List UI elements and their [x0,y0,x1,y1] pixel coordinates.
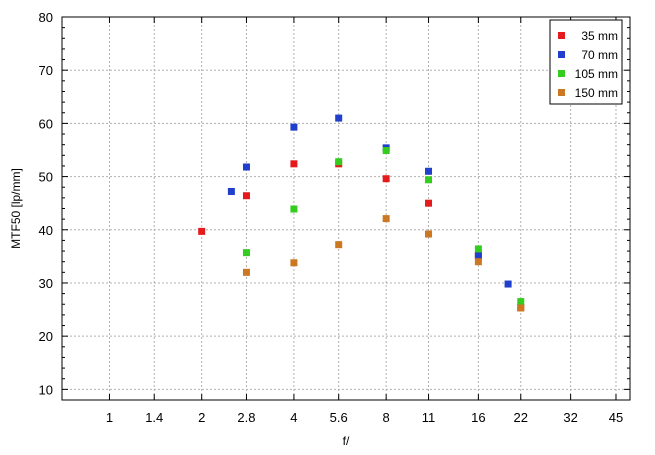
data-point [242,249,250,257]
legend-swatch [558,51,565,58]
minor-ticks [62,16,630,400]
data-point [290,259,298,267]
legend-label: 105 mm [575,67,618,81]
y-axis-title: MTF50 [lp/mm] [9,168,23,249]
legend-label: 35 mm [581,29,618,43]
legend-label: 70 mm [581,48,618,62]
data-points [198,114,525,312]
plot-frame [61,16,631,401]
data-point [290,123,298,131]
x-tick-label: 22 [514,410,528,425]
data-point [242,268,250,276]
data-point [290,160,298,168]
series-0 [198,160,525,311]
series-2 [242,147,525,306]
y-tick-label: 50 [39,170,53,185]
data-point [382,215,390,223]
data-point [474,258,482,266]
data-point [242,163,250,171]
x-tick-label: 5.6 [330,410,348,425]
data-point [382,175,390,183]
x-tick-label: 4 [290,410,297,425]
data-point [425,199,433,207]
x-tick-label: 8 [383,410,390,425]
y-tick-label: 70 [39,63,53,78]
data-point [517,298,525,306]
data-point [474,245,482,253]
data-point [198,227,206,235]
data-point [242,192,250,200]
series-3 [242,215,525,312]
data-point [335,158,343,166]
series-1 [227,114,512,288]
data-point [425,230,433,238]
y-tick-labels: 10 20 30 40 50 60 70 80 [39,10,53,397]
data-point [290,205,298,213]
x-tick-label: 2.8 [237,410,255,425]
y-tick-label: 30 [39,276,53,291]
data-point [425,176,433,184]
y-tick-label: 10 [39,382,53,397]
x-tick-label: 1 [106,410,113,425]
y-tick-label: 60 [39,116,53,131]
grid [62,16,630,400]
legend: 35 mm 70 mm 105 mm 150 mm [549,19,623,105]
legend-label: 150 mm [575,86,618,100]
x-tick-label: 45 [609,410,623,425]
x-axis-title: f/ [343,434,350,448]
legend-swatch [558,32,565,39]
x-tick-label: 1.4 [145,410,163,425]
data-point [425,167,433,175]
x-tick-label: 32 [563,410,577,425]
x-tick-label: 16 [471,410,485,425]
x-tick-label: 11 [422,410,436,425]
y-tick-label: 80 [39,10,53,25]
data-point [335,114,343,122]
y-tick-label: 20 [39,329,53,344]
legend-swatch [558,89,565,96]
data-point [382,147,390,155]
data-point [517,304,525,312]
legend-swatch [558,70,565,77]
data-point [227,187,235,195]
x-tick-labels: 1 1.4 2 2.8 4 5.6 8 11 16 22 32 45 [106,410,623,425]
data-point [474,252,482,260]
data-point [335,241,343,249]
data-point [504,280,512,288]
x-tick-label: 2 [198,410,205,425]
y-tick-label: 40 [39,223,53,238]
